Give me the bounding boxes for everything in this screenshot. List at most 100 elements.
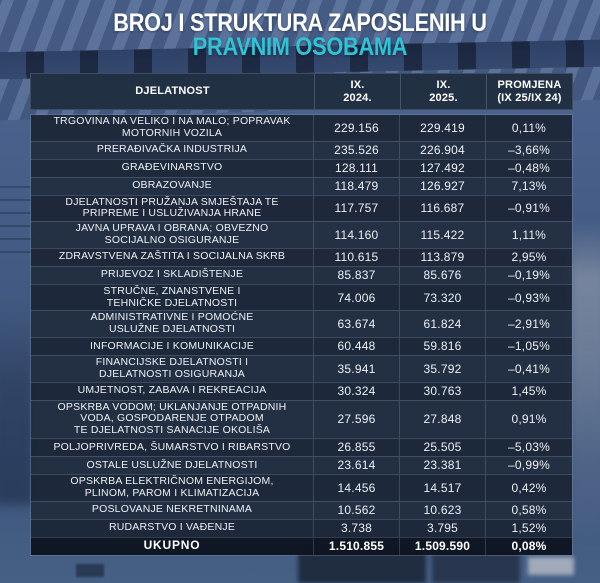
table-row: FINANCIJSKE DJELATNOSTI I DJELATNOSTI OS… [31,354,572,382]
cell-ix-2025: 85.676 [400,266,486,284]
cell-promjena: 0,42% [511,480,547,495]
cell-ix-2024: 114.160 [314,222,400,248]
cell-djelatnost: PRIJEVOZ I SKLADIŠTENJE [31,266,314,284]
cell-djelatnost: UKUPNO [31,537,314,555]
cell-ix-2024: 35.941 [314,355,400,382]
table-row: OPSKRBA VODOM; UKLANJANJE OTPADNIH VODA,… [31,399,572,438]
header-cell-ix-2025: IX. 2025. [401,74,487,109]
title-line-1: BROJ I STRUKTURA ZAPOSLENIH U [113,9,487,37]
table-row: STRUČNE, ZNANSTVENE I TEHNIČKE DJELATNOS… [31,283,572,311]
cell-ix-2025: 113.879 [400,248,486,266]
background-light-object [528,557,574,575]
cell-djelatnost: INFORMACIJE I KOMUNIKACIJE [31,337,314,355]
table-row: OBRAZOVANJE 118.479 126.927 7,13% [31,176,572,195]
cell-ix-2024: 110.615 [314,248,400,266]
background-left-texture [0,178,34,253]
table-row: POSLOVANJE NEKRETNINAMA 10.562 10.623 0,58% [31,500,572,519]
cell-promjena: 0,91% [511,412,547,427]
cell-ix-2025: 59.816 [400,337,486,355]
cell-ix-2024: 3.738 [314,519,400,537]
cell-djelatnost: OBRAZOVANJE [31,177,314,195]
table-header-row: DJELATNOST IX. 2024. IX. 2025. PROMJENA (IX… [30,73,573,110]
background-dark-object [76,564,104,577]
cell-ix-2024: 1.510.855 [314,537,400,555]
employment-table: DJELATNOST IX. 2024. IX. 2025. PROMJENA (IX… [30,73,573,556]
cell-ix-2024: 128.111 [314,159,400,177]
cell-ix-2025: 116.687 [400,195,486,222]
header-cell-ix-2024: IX. 2024. [315,74,401,109]
table-row: INFORMACIJE I KOMUNIKACIJE 60.448 59.816 –1… [31,336,572,355]
cell-ix-2025: 61.824 [400,311,486,337]
table-row: ZDRAVSTVENA ZAŠTITA I SOCIJALNA SKRB 110.… [31,247,572,266]
title-line-2: PRAVNIM OSOBAMA [192,33,408,61]
cell-promjena: 1,11% [511,227,547,242]
cell-ix-2024: 14.456 [314,474,400,501]
cell-ix-2025: 27.848 [400,400,486,438]
background-left-shadow [0,305,34,505]
cell-djelatnost: GRAĐEVINARSTVO [31,159,314,177]
cell-djelatnost: ADMINISTRATIVNE I POMOĆNE USLUŽNE DJELAT… [31,311,314,337]
cell-promjena: 0,11% [511,120,547,135]
cell-promjena: 2,95% [511,250,547,265]
cell-promjena: –0,91% [508,201,550,216]
cell-ix-2024: 74.006 [314,284,400,311]
cell-djelatnost: STRUČNE, ZNANSTVENE I TEHNIČKE DJELATNOS… [31,284,314,311]
cell-ix-2025: 1.509.590 [400,537,486,555]
table-body: TRGOVINA NA VELIKO I NA MALO; POPRAVAK M… [30,114,573,556]
cell-ix-2024: 229.156 [314,115,400,141]
cell-promjena: –3,66% [508,143,550,158]
cell-djelatnost: FINANCIJSKE DJELATNOSTI I DJELATNOSTI OS… [31,355,314,382]
cell-ix-2024: 117.757 [314,195,400,222]
cell-ix-2025: 30.763 [400,382,486,400]
cell-djelatnost: OSTALE USLUŽNE DJELATNOSTI [31,456,314,474]
cell-ix-2025: 115.422 [400,222,486,248]
cell-ix-2024: 235.526 [314,141,400,159]
cell-ix-2025: 25.505 [400,438,486,456]
table-row: ADMINISTRATIVNE I POMOĆNE USLUŽNE DJELAT… [31,310,572,337]
header-cell-djelatnost: DJELATNOST [31,74,315,109]
cell-ix-2024: 30.324 [314,382,400,400]
cell-djelatnost: UMJETNOST, ZABAVA I REKREACIJA [31,382,314,400]
cell-ix-2025: 127.492 [400,159,486,177]
cell-promjena: 7,13% [511,179,547,194]
cell-promjena: 1,45% [511,384,547,399]
cell-promjena: –5,03% [508,440,550,455]
cell-djelatnost: POSLOVANJE NEKRETNINAMA [31,501,314,519]
table-row: POLJOPRIVREDA, ŠUMARSTVO I RIBARSTVO 26.8… [31,437,572,456]
cell-promjena: –0,19% [508,268,550,283]
cell-ix-2024: 60.448 [314,337,400,355]
cell-djelatnost: TRGOVINA NA VELIKO I NA MALO; POPRAVAK M… [31,115,314,141]
cell-promjena: –0,48% [508,161,550,176]
cell-djelatnost: PRERAĐIVAČKA INDUSTRIJA [31,141,314,159]
cell-djelatnost: OPSKRBA ELEKTRIČNOM ENERGIJOM, PLINOM, P… [31,474,314,501]
cell-ix-2024: 23.614 [314,456,400,474]
header-cell-promjena: PROMJENA (IX 25/IX 24) [497,78,562,104]
cell-djelatnost: DJELATNOSTI PRUŽANJA SMJEŠTAJA TE PRIPRE… [31,195,314,222]
cell-promjena: –2,91% [508,317,550,332]
cell-ix-2024: 85.837 [314,266,400,284]
cell-promjena: –0,41% [508,361,550,376]
cell-ix-2025: 126.927 [400,177,486,195]
total-row: UKUPNO 1.510.855 1.509.590 0,08% [31,536,572,555]
table-row: GRAĐEVINARSTVO 128.111 127.492 –0,48% [31,158,572,177]
cell-promjena: 0,08% [511,539,547,554]
cell-djelatnost: OPSKRBA VODOM; UKLANJANJE OTPADNIH VODA,… [31,400,314,438]
cell-djelatnost: RUDARSTVO I VAĐENJE [31,519,314,537]
cell-ix-2024: 27.596 [314,400,400,438]
cell-promjena: –1,05% [508,339,550,354]
background-right-highlight [570,222,600,537]
table-row: DJELATNOSTI PRUŽANJA SMJEŠTAJA TE PRIPRE… [31,194,572,222]
background-machine-shape [432,553,520,583]
table-row: PRIJEVOZ I SKLADIŠTENJE 85.837 85.676 –0,19… [31,265,572,284]
table-row: TRGOVINA NA VELIKO I NA MALO; POPRAVAK M… [31,115,572,141]
cell-ix-2024: 10.562 [314,501,400,519]
cell-ix-2025: 3.795 [400,519,486,537]
cell-ix-2025: 73.320 [400,284,486,311]
cell-promjena: –0,99% [508,458,550,473]
table-row: OPSKRBA ELEKTRIČNOM ENERGIJOM, PLINOM, P… [31,473,572,501]
cell-djelatnost: ZDRAVSTVENA ZAŠTITA I SOCIJALNA SKRB [31,248,314,266]
cell-ix-2024: 118.479 [314,177,400,195]
cell-ix-2025: 14.517 [400,474,486,501]
cell-ix-2025: 10.623 [400,501,486,519]
